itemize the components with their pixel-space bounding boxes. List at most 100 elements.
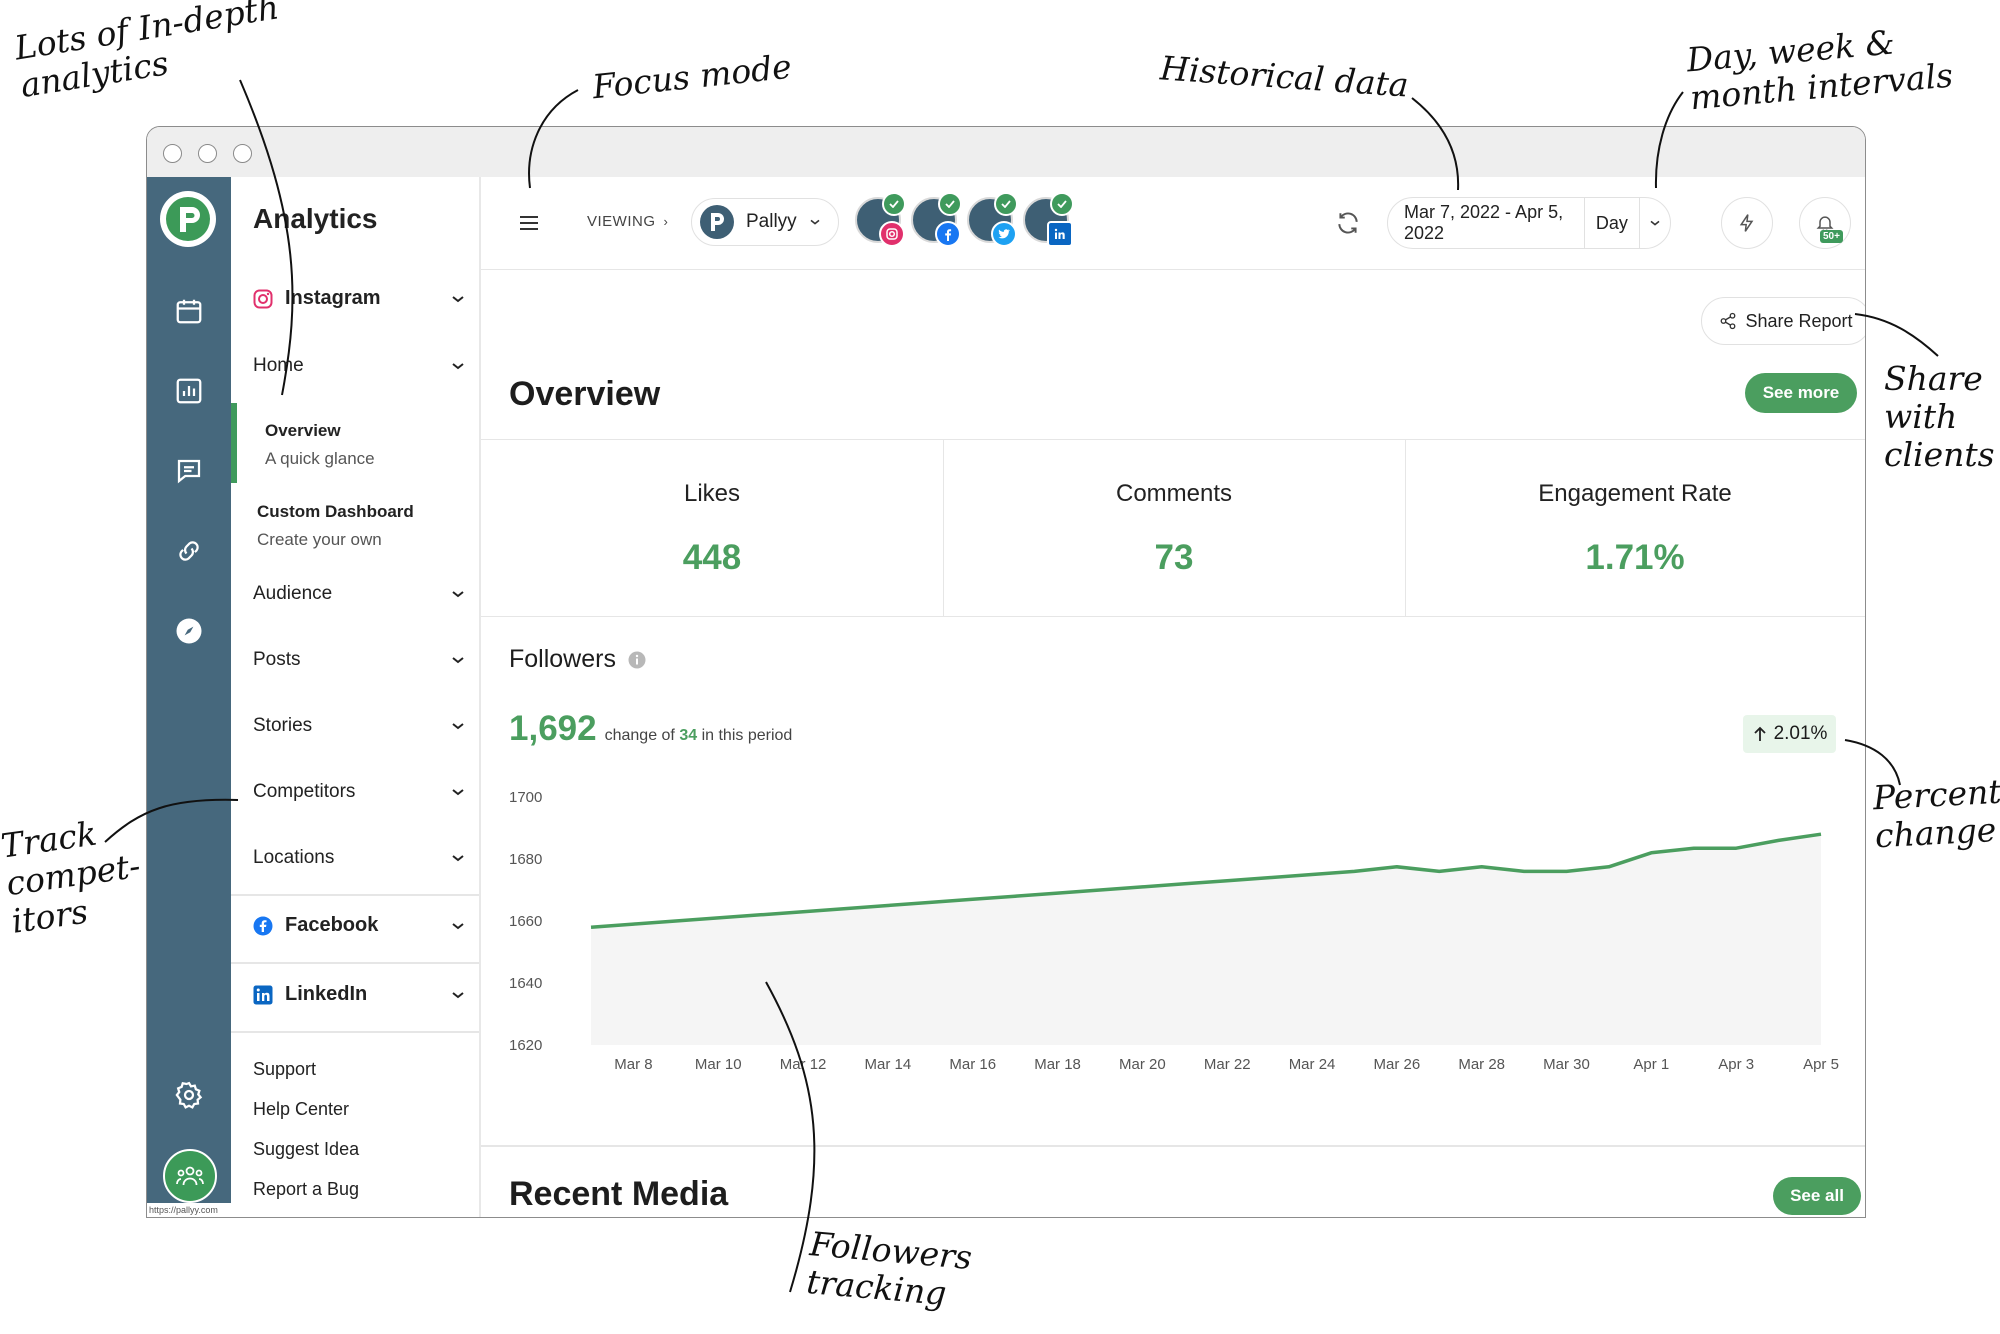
pallyy-logo[interactable] bbox=[160, 191, 216, 247]
hamburger-icon bbox=[520, 216, 538, 230]
followers-change: change of 34 in this period bbox=[604, 727, 793, 744]
stat-likes: Likes 448 bbox=[481, 439, 944, 617]
instagram-icon bbox=[879, 221, 905, 247]
pallyy-logo-icon bbox=[166, 197, 210, 241]
annotation-share-with-clients: Share with clients bbox=[1884, 359, 1995, 474]
status-bar-url: https://pallyy.com bbox=[147, 1203, 231, 1217]
compass-icon[interactable] bbox=[169, 611, 209, 651]
linkedin-icon bbox=[253, 985, 273, 1004]
account-twitter[interactable] bbox=[967, 192, 1018, 247]
link-icon[interactable] bbox=[169, 531, 209, 571]
nav-audience[interactable]: Audience bbox=[253, 583, 465, 605]
x-tick-label: Mar 8 bbox=[614, 1056, 652, 1073]
account-linkedin[interactable] bbox=[1023, 192, 1074, 247]
help-center-link[interactable]: Help Center bbox=[253, 1099, 350, 1119]
analytics-icon[interactable] bbox=[169, 371, 209, 411]
annotation-followers-tracking: Followers tracking bbox=[804, 1224, 974, 1313]
chevron-down-icon bbox=[452, 991, 464, 998]
calendar-icon[interactable] bbox=[169, 291, 209, 331]
nav-linkedin[interactable]: LinkedIn bbox=[253, 983, 465, 1006]
main-content: VIEWING › Pallyy bbox=[481, 177, 1865, 1217]
support-link[interactable]: Support bbox=[253, 1059, 317, 1079]
facebook-icon bbox=[253, 916, 273, 935]
chevron-down-icon bbox=[1650, 220, 1660, 226]
window-maximize-button[interactable] bbox=[233, 144, 252, 163]
report-bug-link[interactable]: Report a Bug bbox=[253, 1179, 360, 1199]
messages-icon[interactable] bbox=[169, 451, 209, 491]
x-tick-label: Apr 3 bbox=[1718, 1056, 1754, 1073]
settings-icon[interactable] bbox=[169, 1075, 209, 1115]
chevron-down-icon bbox=[452, 922, 464, 929]
twitter-icon bbox=[991, 221, 1017, 247]
analytics-nav: Analytics Instagram Home Overview A quic… bbox=[231, 177, 481, 1217]
x-tick-label: Mar 16 bbox=[949, 1056, 996, 1073]
window-close-button[interactable] bbox=[163, 144, 182, 163]
nav-competitors[interactable]: Competitors bbox=[253, 781, 465, 803]
x-tick-label: Mar 22 bbox=[1204, 1056, 1251, 1073]
check-icon bbox=[882, 192, 906, 216]
app-window: https://pallyy.com Analytics Instagram H… bbox=[146, 126, 1866, 1218]
x-tick-label: Mar 18 bbox=[1034, 1056, 1081, 1073]
date-interval-control: Mar 7, 2022 - Apr 5, 2022 Day bbox=[1387, 197, 1671, 249]
x-tick-label: Mar 12 bbox=[780, 1056, 827, 1073]
followers-line bbox=[590, 832, 1822, 929]
interval-dropdown[interactable] bbox=[1640, 198, 1670, 248]
notification-count-badge: 50+ bbox=[1820, 230, 1843, 243]
quick-actions-button[interactable] bbox=[1721, 197, 1773, 249]
connector-share bbox=[1854, 313, 1939, 357]
chevron-down-icon bbox=[452, 855, 464, 862]
x-tick-label: Apr 5 bbox=[1803, 1056, 1839, 1073]
nav-posts[interactable]: Posts bbox=[253, 649, 465, 671]
info-icon[interactable] bbox=[628, 651, 646, 669]
chevron-down-icon bbox=[452, 295, 464, 302]
y-tick-label: 1640 bbox=[509, 975, 542, 992]
nav-facebook[interactable]: Facebook bbox=[253, 914, 465, 937]
icon-rail: https://pallyy.com bbox=[147, 177, 231, 1217]
team-avatar[interactable] bbox=[163, 1149, 217, 1203]
suggest-idea-link[interactable]: Suggest Idea bbox=[253, 1139, 360, 1159]
share-report-button[interactable]: Share Report bbox=[1701, 297, 1865, 345]
chevron-down-icon bbox=[452, 723, 464, 730]
x-tick-label: Mar 14 bbox=[865, 1056, 912, 1073]
nav-locations[interactable]: Locations bbox=[253, 847, 465, 869]
annotation-intervals: Day, week & month intervals bbox=[1685, 22, 1955, 118]
account-instagram[interactable] bbox=[855, 192, 906, 247]
see-more-button[interactable]: See more bbox=[1745, 373, 1857, 413]
annotation-in-depth-analytics: Lots of In-depth analytics bbox=[11, 0, 282, 106]
nav-custom-dashboard[interactable]: Custom Dashboard Create your own bbox=[257, 502, 414, 549]
refresh-button[interactable] bbox=[1335, 210, 1361, 236]
account-selector[interactable]: Pallyy bbox=[691, 198, 839, 246]
followers-chart: 1700 1680 1660 1640 1620 Mar 8 Mar 10 Mar 12 Mar… bbox=[509, 789, 1839, 1073]
top-bar: VIEWING › Pallyy bbox=[481, 177, 1865, 270]
x-tick-label: Mar 28 bbox=[1458, 1056, 1505, 1073]
y-tick-label: 1680 bbox=[509, 851, 542, 868]
focus-mode-button[interactable] bbox=[517, 211, 541, 235]
account-facebook[interactable] bbox=[911, 192, 962, 247]
annotation-historical-data: Historical data bbox=[1158, 48, 1410, 105]
notifications-button[interactable]: 50+ bbox=[1799, 197, 1851, 249]
annotation-percent-change: Percent change bbox=[1872, 771, 2000, 856]
arrow-up-icon bbox=[1753, 726, 1766, 741]
stat-engagement-rate: Engagement Rate 1.71% bbox=[1405, 439, 1865, 617]
lightning-icon bbox=[1739, 214, 1754, 232]
y-tick-label: 1620 bbox=[509, 1037, 542, 1054]
date-range-picker[interactable]: Mar 7, 2022 - Apr 5, 2022 bbox=[1388, 198, 1585, 248]
nav-stories[interactable]: Stories bbox=[253, 715, 465, 737]
y-tick-label: 1700 bbox=[509, 789, 542, 806]
stat-comments: Comments 73 bbox=[943, 439, 1406, 617]
nav-instagram[interactable]: Instagram bbox=[253, 287, 465, 310]
percent-change-badge: 2.01% bbox=[1743, 715, 1836, 753]
nav-divider bbox=[231, 962, 479, 964]
account-avatar bbox=[700, 205, 734, 239]
nav-overview[interactable]: Overview A quick glance bbox=[265, 421, 375, 468]
instagram-icon bbox=[253, 289, 273, 308]
interval-select[interactable]: Day bbox=[1585, 198, 1640, 248]
nav-home[interactable]: Home bbox=[253, 355, 465, 377]
window-minimize-button[interactable] bbox=[198, 144, 217, 163]
x-tick-label: Mar 24 bbox=[1289, 1056, 1336, 1073]
see-all-button[interactable]: See all bbox=[1773, 1177, 1861, 1215]
chevron-down-icon bbox=[452, 363, 464, 370]
recent-media-title: Recent Media bbox=[509, 1175, 729, 1213]
annotation-track-competitors: Track compet- itors bbox=[0, 813, 143, 941]
chevron-down-icon bbox=[810, 219, 820, 225]
